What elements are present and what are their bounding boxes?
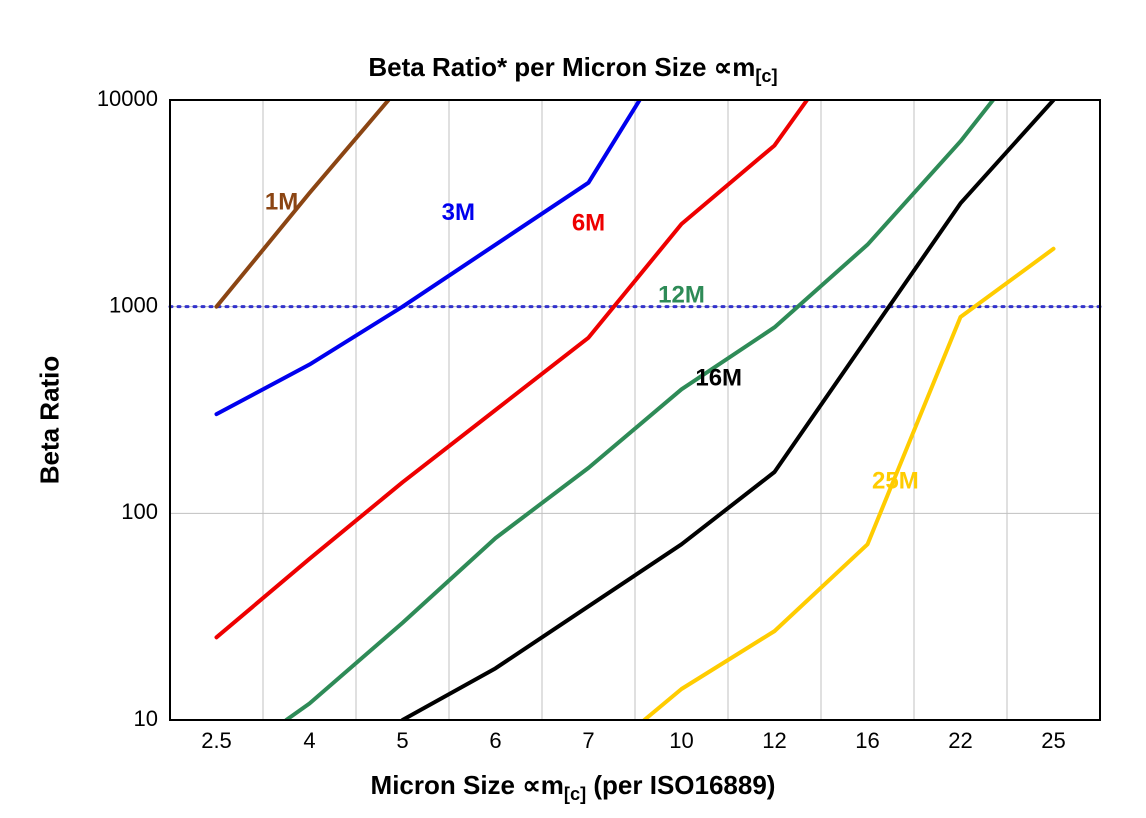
series-label-25M: 25M	[872, 468, 919, 495]
series-label-1M: 1M	[265, 189, 298, 216]
x-tick-label: 7	[582, 728, 594, 753]
series-label-12M: 12M	[658, 282, 705, 309]
x-tick-label: 4	[303, 728, 315, 753]
series-label-3M: 3M	[442, 199, 475, 226]
x-tick-label: 5	[396, 728, 408, 753]
chart-plot-svg: 1M 3M 6M 12M 16M 25M 10 100 1000 10000 2.5 4 5 6 7 10 12…	[0, 0, 1146, 818]
y-tick-label: 10000	[97, 86, 158, 111]
x-tick-label: 22	[948, 728, 972, 753]
x-tick-label: 10	[669, 728, 693, 753]
x-tick-label: 2.5	[201, 728, 232, 753]
y-tick-label: 100	[121, 499, 158, 524]
series-label-6M: 6M	[572, 209, 605, 236]
y-tick-label: 10	[134, 706, 158, 731]
x-tick-label: 16	[855, 728, 879, 753]
series-label-16M: 16M	[695, 364, 742, 391]
y-tick-label: 1000	[109, 292, 158, 317]
chart-container: Beta Ratio* per Micron Size ∝m[c] Beta R…	[0, 0, 1146, 818]
x-tick-label: 25	[1041, 728, 1065, 753]
x-tick-label: 12	[762, 728, 786, 753]
x-tick-label: 6	[489, 728, 501, 753]
